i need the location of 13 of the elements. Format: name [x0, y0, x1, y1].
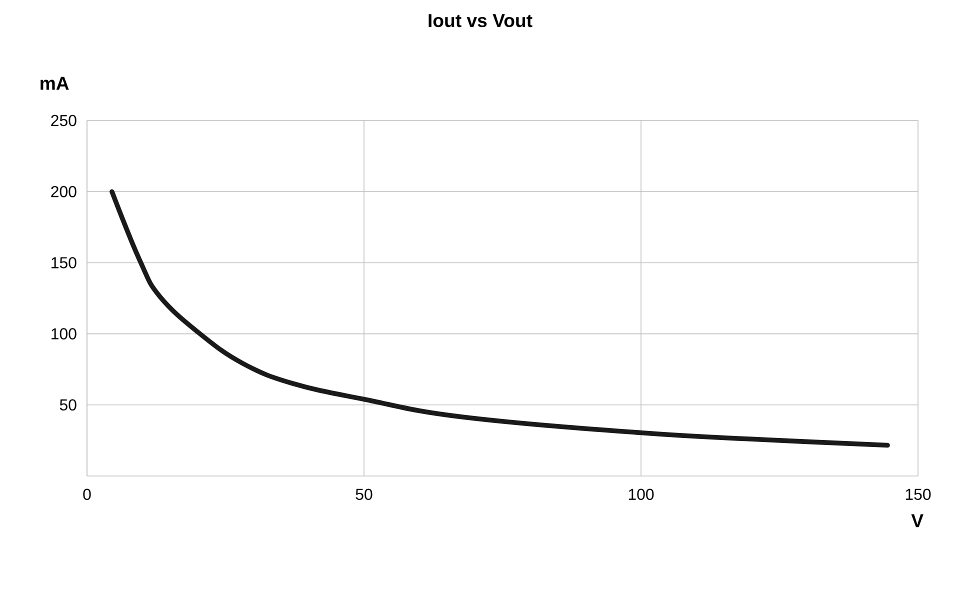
y-tick-label: 200 — [51, 186, 76, 198]
x-tick-label: 100 — [628, 488, 654, 500]
chart-title: Iout vs Vout — [428, 14, 532, 28]
x-tick-label: 0 — [83, 488, 91, 500]
line-series — [110, 189, 890, 448]
x-axis-title: V — [911, 514, 924, 528]
y-tick-label: 150 — [52, 257, 76, 268]
x-tick-label: 150 — [906, 488, 931, 500]
y-tick-label: 250 — [51, 114, 76, 126]
y-axis-title: mA — [40, 76, 69, 90]
y-tick-label: 100 — [52, 328, 76, 340]
x-tick-label: 50 — [356, 488, 372, 500]
y-tick-label: 50 — [60, 399, 76, 411]
